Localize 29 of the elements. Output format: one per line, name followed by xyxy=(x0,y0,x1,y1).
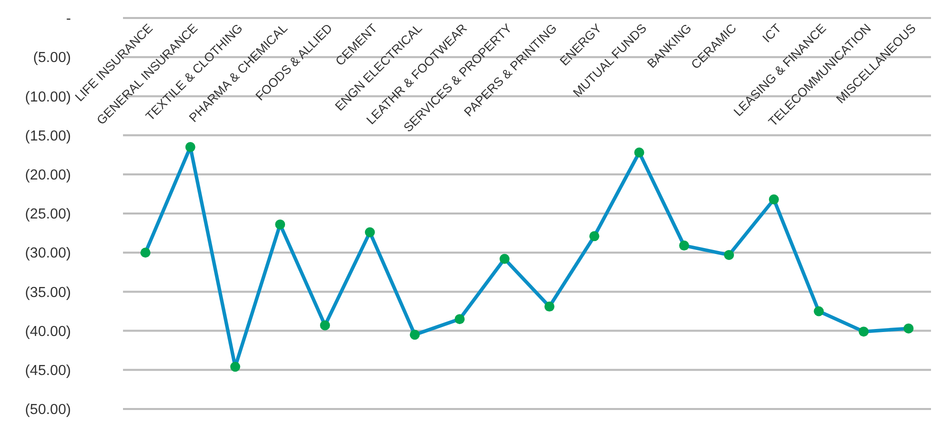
point xyxy=(320,320,330,330)
point xyxy=(679,240,690,251)
point xyxy=(275,219,286,230)
y-tick-label: (20.00) xyxy=(25,167,71,184)
y-tick-label: (25.00) xyxy=(25,206,71,223)
point xyxy=(724,250,734,260)
point xyxy=(185,142,196,152)
y-tick-label: (30.00) xyxy=(25,246,71,262)
y-tick-label: (35.00) xyxy=(25,284,71,301)
y-tick-label: (45.00) xyxy=(25,362,71,379)
point xyxy=(364,227,375,238)
point xyxy=(410,330,420,340)
point xyxy=(814,306,824,316)
point xyxy=(140,248,150,258)
point xyxy=(904,323,914,334)
point xyxy=(500,254,510,264)
point xyxy=(544,302,554,312)
y-tick-label: (15.00) xyxy=(25,128,71,144)
point xyxy=(858,326,869,337)
point xyxy=(454,314,465,324)
point xyxy=(768,194,779,204)
point xyxy=(230,362,240,372)
y-tick-label: - xyxy=(66,11,72,28)
y-tick-label: (40.00) xyxy=(25,324,71,340)
y-tick-label: (5.00) xyxy=(33,50,71,66)
point xyxy=(589,231,600,242)
y-tick-label: (10.00) xyxy=(25,89,71,106)
point xyxy=(634,148,644,158)
y-tick-label: (50.00) xyxy=(25,402,71,418)
